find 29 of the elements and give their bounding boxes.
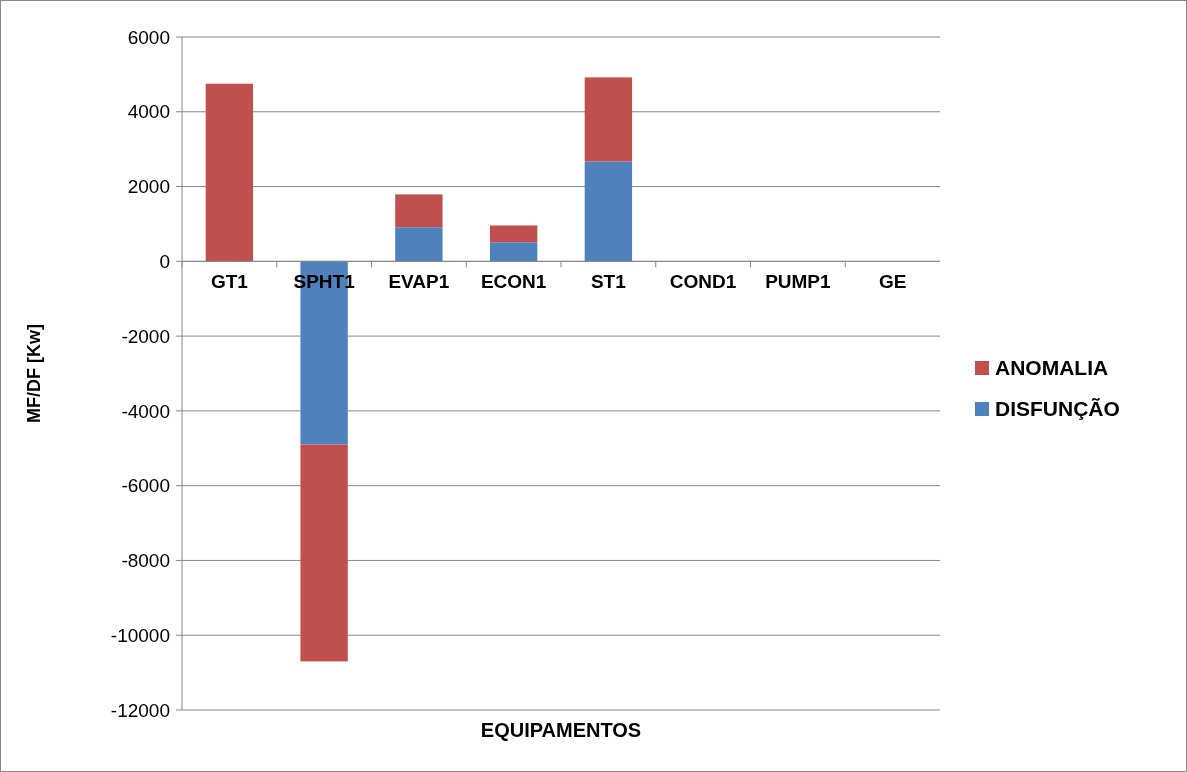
legend-label: DISFUNÇÃO (995, 397, 1120, 421)
y-tick-label: -8000 (121, 550, 170, 572)
y-tick-label: 4000 (127, 101, 170, 123)
bar (584, 161, 633, 262)
x-tick-label: COND1 (669, 271, 737, 293)
bar (395, 194, 443, 228)
x-tick-label: ECON1 (480, 271, 547, 293)
x-tick-label: EVAP1 (388, 271, 450, 293)
y-tick-label: -6000 (121, 475, 170, 497)
y-tick-label: -10000 (110, 624, 170, 646)
y-tick-label: -2000 (121, 325, 170, 347)
x-tick-label: GE (878, 271, 907, 293)
y-tick-label: -4000 (121, 400, 170, 422)
bar (300, 444, 348, 662)
x-axis-title: EQUIPAMENTOS (480, 719, 642, 741)
x-tick-label: ST1 (590, 271, 627, 293)
y-tick-label: 0 (159, 250, 170, 272)
bar (395, 227, 443, 262)
y-tick-label: 2000 (127, 176, 170, 198)
x-tick-label: GT1 (210, 271, 249, 293)
bar (205, 83, 254, 262)
bar (489, 242, 538, 262)
bar (584, 77, 633, 162)
legend-label: ANOMALIA (995, 356, 1109, 380)
x-tick-label: PUMP1 (765, 271, 832, 293)
y-tick-label: -12000 (110, 699, 170, 721)
y-axis-title: MF/DF [Kw] (24, 324, 44, 423)
bar (489, 225, 538, 243)
y-tick-label: 6000 (127, 26, 170, 48)
